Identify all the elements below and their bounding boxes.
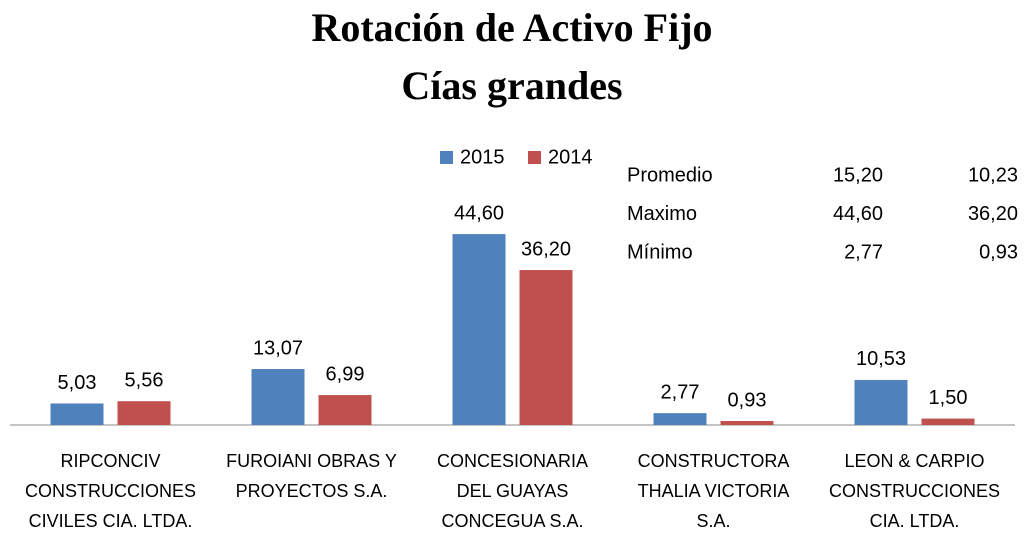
x-tick-label: FUROIANI OBRAS Y PROYECTOS S.A. <box>226 451 397 501</box>
stats-cell: 36,20 <box>968 203 1018 225</box>
x-tick-label-line: LEON & CARPIO <box>844 451 984 471</box>
stats-cell: Mínimo <box>627 241 693 263</box>
data-label: 0,93 <box>728 389 767 411</box>
chart-title: Rotación de Activo Fijo <box>311 5 712 50</box>
stats-cell: Promedio <box>627 164 713 186</box>
legend-label: 2014 <box>548 146 593 168</box>
data-label: 6,99 <box>326 363 365 385</box>
x-tick-label-line: CONSTRUCCIONES <box>25 481 196 501</box>
data-label: 5,03 <box>58 372 97 394</box>
x-tick-label-line: THALIA VICTORIA <box>638 481 790 501</box>
chart-subtitle: Cías grandes <box>401 63 622 108</box>
data-label: 36,20 <box>521 238 571 260</box>
bar <box>854 379 908 425</box>
x-tick-label: LEON & CARPIO CONSTRUCCIONES CIA. LTDA. <box>829 451 1000 531</box>
x-tick-label-line: CONSTRUCCIONES <box>829 481 1000 501</box>
x-tick-label: RIPCONCIV CONSTRUCCIONES CIVILES CIA. LTDA… <box>25 451 196 531</box>
bar <box>50 403 104 425</box>
data-label: 2,77 <box>661 381 700 403</box>
x-tick-label-line: CONCESIONARIA <box>437 451 588 471</box>
data-label: 5,56 <box>125 369 164 391</box>
bar <box>720 421 774 425</box>
data-label: 44,60 <box>454 202 504 224</box>
bar <box>921 418 975 425</box>
x-tick-label: CONSTRUCTORA THALIA VICTORIA S.A. <box>638 451 790 531</box>
stats-cell: 2,77 <box>844 241 883 263</box>
x-tick-label-line: CONCEGUA S.A. <box>441 511 583 531</box>
data-label: 1,50 <box>929 387 968 409</box>
x-tick-label: CONCESIONARIA DEL GUAYAS CONCEGUA S.A. <box>437 451 588 531</box>
x-tick-label-line: FUROIANI OBRAS Y <box>226 451 397 471</box>
legend-swatch <box>440 151 453 164</box>
bar <box>653 413 707 425</box>
stats-cell: 0,93 <box>979 241 1018 263</box>
x-tick-label-line: CONSTRUCTORA <box>638 451 790 471</box>
bar <box>117 401 171 425</box>
x-tick-label-line: PROYECTOS S.A. <box>236 481 388 501</box>
data-label: 13,07 <box>253 337 303 359</box>
stats-cell: 44,60 <box>833 203 883 225</box>
legend-swatch <box>528 151 541 164</box>
legend-label: 2015 <box>460 146 505 168</box>
data-label: 10,53 <box>856 348 906 370</box>
stats-cell: Maximo <box>627 203 697 225</box>
x-tick-label-line: RIPCONCIV <box>60 451 160 471</box>
bar <box>519 270 573 425</box>
bar <box>251 369 305 425</box>
x-tick-label-line: CIA. LTDA. <box>870 511 960 531</box>
x-tick-label-line: CIVILES CIA. LTDA. <box>29 511 193 531</box>
x-tick-label-line: DEL GUAYAS <box>457 481 569 501</box>
x-tick-label-line: S.A. <box>696 511 730 531</box>
bar <box>318 395 372 425</box>
stats-cell: 15,20 <box>833 164 883 186</box>
stats-cell: 10,23 <box>968 164 1018 186</box>
bar <box>452 234 506 425</box>
